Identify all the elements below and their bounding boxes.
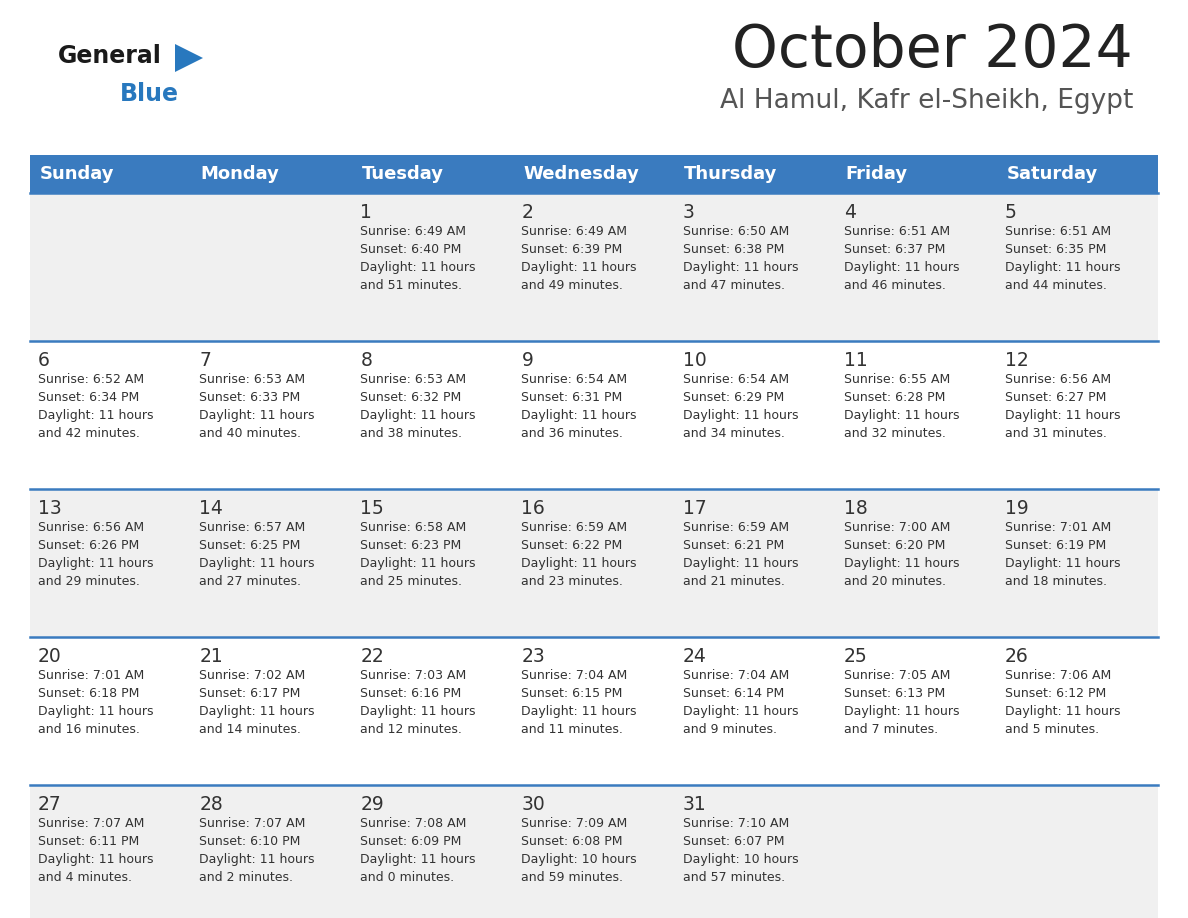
Text: Sunrise: 6:54 AM
Sunset: 6:29 PM
Daylight: 11 hours
and 34 minutes.: Sunrise: 6:54 AM Sunset: 6:29 PM Dayligh…: [683, 373, 798, 440]
Text: Saturday: Saturday: [1006, 165, 1098, 183]
Text: Sunrise: 6:53 AM
Sunset: 6:32 PM
Daylight: 11 hours
and 38 minutes.: Sunrise: 6:53 AM Sunset: 6:32 PM Dayligh…: [360, 373, 476, 440]
Text: 5: 5: [1005, 203, 1017, 222]
Text: 7: 7: [200, 351, 211, 370]
Text: Sunday: Sunday: [39, 165, 114, 183]
Text: 27: 27: [38, 795, 62, 814]
Bar: [30, 785, 1158, 918]
Text: 19: 19: [1005, 499, 1029, 518]
Text: Sunrise: 7:04 AM
Sunset: 6:14 PM
Daylight: 11 hours
and 9 minutes.: Sunrise: 7:04 AM Sunset: 6:14 PM Dayligh…: [683, 669, 798, 736]
Text: 17: 17: [683, 499, 707, 518]
Text: 24: 24: [683, 647, 707, 666]
Bar: [30, 637, 1158, 785]
Text: Thursday: Thursday: [684, 165, 778, 183]
Text: October 2024: October 2024: [732, 22, 1133, 79]
Text: Sunrise: 7:07 AM
Sunset: 6:10 PM
Daylight: 11 hours
and 2 minutes.: Sunrise: 7:07 AM Sunset: 6:10 PM Dayligh…: [200, 817, 315, 884]
Text: Sunrise: 6:57 AM
Sunset: 6:25 PM
Daylight: 11 hours
and 27 minutes.: Sunrise: 6:57 AM Sunset: 6:25 PM Dayligh…: [200, 521, 315, 588]
Text: 23: 23: [522, 647, 545, 666]
Text: 16: 16: [522, 499, 545, 518]
Bar: [30, 155, 1158, 193]
Text: 31: 31: [683, 795, 707, 814]
Text: Monday: Monday: [201, 165, 279, 183]
Text: Sunrise: 6:49 AM
Sunset: 6:39 PM
Daylight: 11 hours
and 49 minutes.: Sunrise: 6:49 AM Sunset: 6:39 PM Dayligh…: [522, 225, 637, 292]
Text: Sunrise: 7:10 AM
Sunset: 6:07 PM
Daylight: 10 hours
and 57 minutes.: Sunrise: 7:10 AM Sunset: 6:07 PM Dayligh…: [683, 817, 798, 884]
Bar: [30, 489, 1158, 637]
Text: Sunrise: 6:58 AM
Sunset: 6:23 PM
Daylight: 11 hours
and 25 minutes.: Sunrise: 6:58 AM Sunset: 6:23 PM Dayligh…: [360, 521, 476, 588]
Text: Sunrise: 6:50 AM
Sunset: 6:38 PM
Daylight: 11 hours
and 47 minutes.: Sunrise: 6:50 AM Sunset: 6:38 PM Dayligh…: [683, 225, 798, 292]
Text: 29: 29: [360, 795, 384, 814]
Text: 25: 25: [843, 647, 867, 666]
Text: 11: 11: [843, 351, 867, 370]
Text: Sunrise: 6:51 AM
Sunset: 6:37 PM
Daylight: 11 hours
and 46 minutes.: Sunrise: 6:51 AM Sunset: 6:37 PM Dayligh…: [843, 225, 959, 292]
Text: 14: 14: [200, 499, 223, 518]
Text: 13: 13: [38, 499, 62, 518]
Text: 6: 6: [38, 351, 50, 370]
Text: 9: 9: [522, 351, 533, 370]
Text: Sunrise: 7:08 AM
Sunset: 6:09 PM
Daylight: 11 hours
and 0 minutes.: Sunrise: 7:08 AM Sunset: 6:09 PM Dayligh…: [360, 817, 476, 884]
Text: Sunrise: 7:01 AM
Sunset: 6:18 PM
Daylight: 11 hours
and 16 minutes.: Sunrise: 7:01 AM Sunset: 6:18 PM Dayligh…: [38, 669, 153, 736]
Text: Blue: Blue: [120, 82, 179, 106]
Text: 10: 10: [683, 351, 707, 370]
Text: Sunrise: 6:56 AM
Sunset: 6:27 PM
Daylight: 11 hours
and 31 minutes.: Sunrise: 6:56 AM Sunset: 6:27 PM Dayligh…: [1005, 373, 1120, 440]
Text: Sunrise: 6:59 AM
Sunset: 6:21 PM
Daylight: 11 hours
and 21 minutes.: Sunrise: 6:59 AM Sunset: 6:21 PM Dayligh…: [683, 521, 798, 588]
Text: 30: 30: [522, 795, 545, 814]
Text: 4: 4: [843, 203, 855, 222]
Text: Sunrise: 7:00 AM
Sunset: 6:20 PM
Daylight: 11 hours
and 20 minutes.: Sunrise: 7:00 AM Sunset: 6:20 PM Dayligh…: [843, 521, 959, 588]
Text: Friday: Friday: [846, 165, 908, 183]
Text: Sunrise: 7:04 AM
Sunset: 6:15 PM
Daylight: 11 hours
and 11 minutes.: Sunrise: 7:04 AM Sunset: 6:15 PM Dayligh…: [522, 669, 637, 736]
Text: Sunrise: 6:52 AM
Sunset: 6:34 PM
Daylight: 11 hours
and 42 minutes.: Sunrise: 6:52 AM Sunset: 6:34 PM Dayligh…: [38, 373, 153, 440]
Text: Sunrise: 6:51 AM
Sunset: 6:35 PM
Daylight: 11 hours
and 44 minutes.: Sunrise: 6:51 AM Sunset: 6:35 PM Dayligh…: [1005, 225, 1120, 292]
Text: 20: 20: [38, 647, 62, 666]
Bar: [30, 193, 1158, 341]
Text: 2: 2: [522, 203, 533, 222]
Text: Sunrise: 7:01 AM
Sunset: 6:19 PM
Daylight: 11 hours
and 18 minutes.: Sunrise: 7:01 AM Sunset: 6:19 PM Dayligh…: [1005, 521, 1120, 588]
Text: Sunrise: 7:06 AM
Sunset: 6:12 PM
Daylight: 11 hours
and 5 minutes.: Sunrise: 7:06 AM Sunset: 6:12 PM Dayligh…: [1005, 669, 1120, 736]
Text: Sunrise: 7:09 AM
Sunset: 6:08 PM
Daylight: 10 hours
and 59 minutes.: Sunrise: 7:09 AM Sunset: 6:08 PM Dayligh…: [522, 817, 637, 884]
Text: 22: 22: [360, 647, 384, 666]
Text: Tuesday: Tuesday: [362, 165, 444, 183]
Polygon shape: [175, 44, 203, 72]
Text: 26: 26: [1005, 647, 1029, 666]
Text: Wednesday: Wednesday: [523, 165, 639, 183]
Bar: [30, 341, 1158, 489]
Text: 15: 15: [360, 499, 384, 518]
Text: Sunrise: 6:55 AM
Sunset: 6:28 PM
Daylight: 11 hours
and 32 minutes.: Sunrise: 6:55 AM Sunset: 6:28 PM Dayligh…: [843, 373, 959, 440]
Text: Sunrise: 6:56 AM
Sunset: 6:26 PM
Daylight: 11 hours
and 29 minutes.: Sunrise: 6:56 AM Sunset: 6:26 PM Dayligh…: [38, 521, 153, 588]
Text: Sunrise: 6:59 AM
Sunset: 6:22 PM
Daylight: 11 hours
and 23 minutes.: Sunrise: 6:59 AM Sunset: 6:22 PM Dayligh…: [522, 521, 637, 588]
Text: Al Hamul, Kafr el-Sheikh, Egypt: Al Hamul, Kafr el-Sheikh, Egypt: [720, 88, 1133, 114]
Text: Sunrise: 6:54 AM
Sunset: 6:31 PM
Daylight: 11 hours
and 36 minutes.: Sunrise: 6:54 AM Sunset: 6:31 PM Dayligh…: [522, 373, 637, 440]
Text: Sunrise: 7:03 AM
Sunset: 6:16 PM
Daylight: 11 hours
and 12 minutes.: Sunrise: 7:03 AM Sunset: 6:16 PM Dayligh…: [360, 669, 476, 736]
Text: 8: 8: [360, 351, 372, 370]
Text: 21: 21: [200, 647, 223, 666]
Text: Sunrise: 7:05 AM
Sunset: 6:13 PM
Daylight: 11 hours
and 7 minutes.: Sunrise: 7:05 AM Sunset: 6:13 PM Dayligh…: [843, 669, 959, 736]
Text: Sunrise: 6:49 AM
Sunset: 6:40 PM
Daylight: 11 hours
and 51 minutes.: Sunrise: 6:49 AM Sunset: 6:40 PM Dayligh…: [360, 225, 476, 292]
Text: Sunrise: 7:07 AM
Sunset: 6:11 PM
Daylight: 11 hours
and 4 minutes.: Sunrise: 7:07 AM Sunset: 6:11 PM Dayligh…: [38, 817, 153, 884]
Text: Sunrise: 6:53 AM
Sunset: 6:33 PM
Daylight: 11 hours
and 40 minutes.: Sunrise: 6:53 AM Sunset: 6:33 PM Dayligh…: [200, 373, 315, 440]
Text: 3: 3: [683, 203, 695, 222]
Text: General: General: [58, 44, 162, 68]
Text: Sunrise: 7:02 AM
Sunset: 6:17 PM
Daylight: 11 hours
and 14 minutes.: Sunrise: 7:02 AM Sunset: 6:17 PM Dayligh…: [200, 669, 315, 736]
Text: 12: 12: [1005, 351, 1029, 370]
Text: 18: 18: [843, 499, 867, 518]
Text: 1: 1: [360, 203, 372, 222]
Text: 28: 28: [200, 795, 223, 814]
